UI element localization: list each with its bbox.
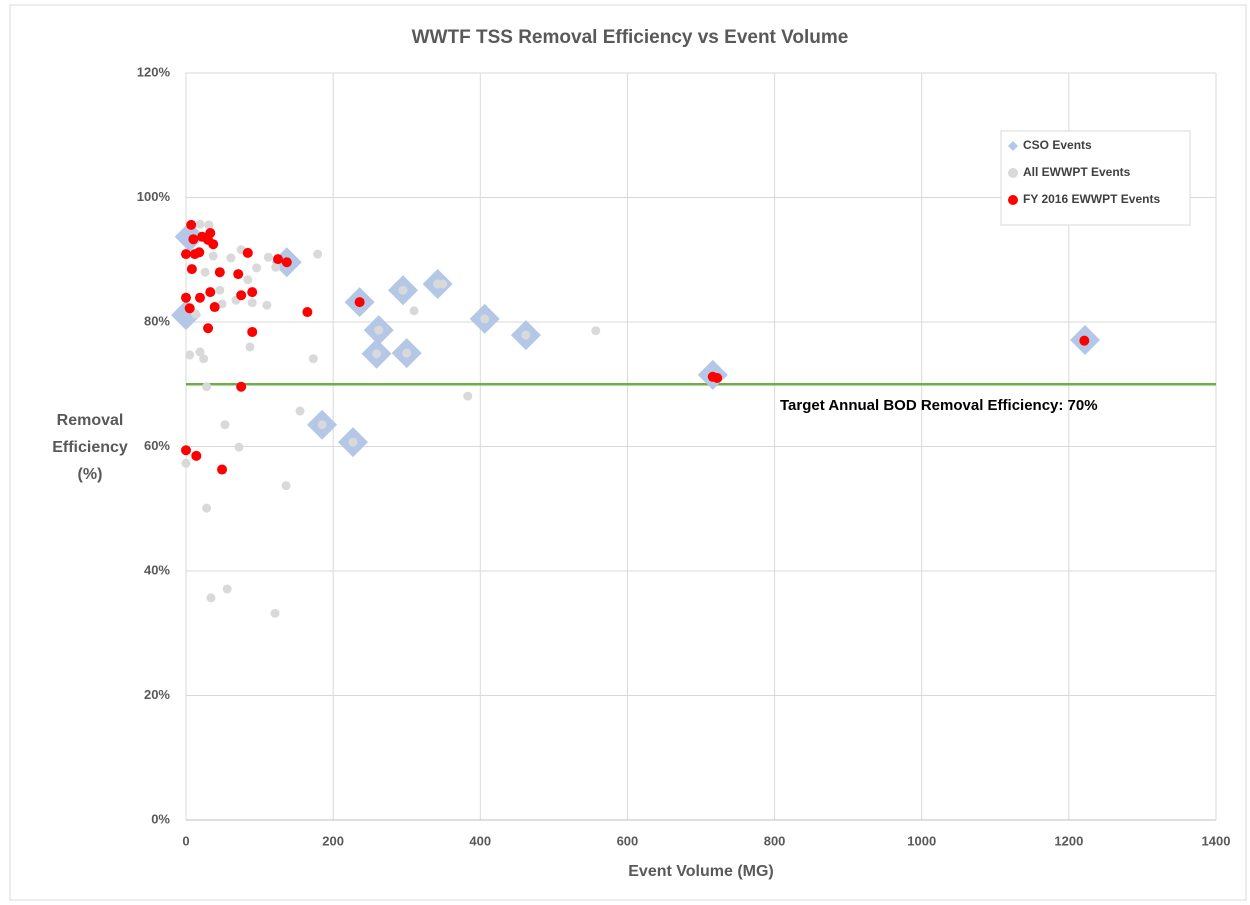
point	[233, 269, 244, 280]
point	[208, 239, 219, 250]
x-tick-label: 0	[182, 833, 189, 848]
point	[463, 391, 473, 401]
point	[222, 584, 232, 594]
legend-marker	[1008, 141, 1018, 151]
point	[217, 299, 227, 309]
legend-marker	[1008, 195, 1018, 205]
x-tick-label: 1200	[1054, 833, 1083, 848]
point	[281, 257, 292, 268]
point	[281, 481, 291, 491]
point	[185, 350, 195, 360]
point	[181, 445, 191, 456]
point	[203, 323, 214, 334]
y-tick-label: 100%	[137, 189, 171, 204]
point	[374, 325, 384, 335]
point	[1079, 335, 1090, 346]
point	[438, 279, 448, 289]
point	[521, 330, 531, 340]
point	[205, 227, 216, 238]
point	[186, 264, 197, 275]
point	[372, 349, 382, 359]
point	[272, 254, 283, 265]
point	[317, 420, 327, 430]
point	[217, 464, 228, 475]
point	[214, 267, 225, 278]
reference-label: Target Annual BOD Removal Efficiency: 70…	[780, 397, 1098, 414]
point	[245, 342, 255, 352]
point	[194, 247, 205, 258]
point	[247, 287, 258, 298]
y-tick-label: 80%	[144, 313, 170, 328]
y-axis-title: (%)	[78, 466, 103, 483]
point	[195, 347, 205, 357]
point	[591, 326, 601, 336]
y-axis-title: Removal	[57, 412, 124, 429]
x-tick-label: 800	[764, 833, 786, 848]
point	[252, 263, 262, 273]
point	[398, 285, 408, 295]
point	[202, 503, 212, 513]
x-axis-title: Event Volume (MG)	[628, 863, 774, 880]
legend-marker	[1008, 168, 1018, 178]
legend-box	[1000, 130, 1191, 226]
x-tick-label: 1000	[907, 833, 936, 848]
x-tick-label: 600	[617, 833, 639, 848]
point	[308, 354, 318, 364]
legend-label: All EWWPT Events	[1023, 165, 1131, 179]
point	[402, 348, 412, 358]
point	[181, 292, 191, 303]
y-tick-label: 40%	[144, 562, 170, 577]
point	[234, 442, 244, 452]
point	[480, 314, 490, 324]
point	[184, 303, 195, 314]
point	[194, 292, 205, 303]
x-tick-label: 200	[322, 833, 344, 848]
point	[270, 608, 280, 618]
point	[247, 298, 257, 308]
point	[202, 382, 212, 392]
point	[215, 285, 225, 295]
point	[220, 420, 230, 430]
point	[348, 437, 358, 447]
y-axis-title: Efficiency	[52, 439, 128, 456]
point	[186, 219, 197, 230]
point	[195, 219, 205, 229]
point	[712, 373, 723, 384]
point	[409, 306, 419, 316]
point	[247, 326, 258, 337]
point	[200, 267, 210, 277]
point	[209, 302, 220, 313]
point	[302, 307, 313, 318]
point	[262, 300, 272, 310]
x-tick-label: 1400	[1202, 833, 1231, 848]
point	[226, 253, 236, 263]
point	[236, 381, 247, 392]
x-tick-label: 400	[469, 833, 491, 848]
point	[243, 275, 253, 285]
point	[181, 249, 191, 260]
point	[188, 234, 199, 245]
point	[263, 252, 273, 262]
point	[204, 220, 214, 230]
point	[313, 249, 323, 259]
y-tick-label: 20%	[144, 687, 170, 702]
chart-title: WWTF TSS Removal Efficiency vs Event Vol…	[412, 27, 849, 48]
y-tick-label: 60%	[144, 438, 170, 453]
point	[295, 406, 305, 416]
point	[181, 458, 191, 468]
legend-label: CSO Events	[1023, 138, 1092, 152]
point	[206, 593, 216, 603]
point	[208, 251, 218, 261]
point	[199, 354, 209, 364]
point	[205, 287, 216, 298]
y-tick-label: 0%	[151, 811, 170, 826]
y-tick-label: 120%	[137, 64, 171, 79]
point	[271, 262, 281, 272]
point	[191, 450, 202, 461]
legend-label: FY 2016 EWWPT Events	[1023, 192, 1160, 206]
point	[354, 297, 365, 308]
point	[236, 290, 247, 301]
point	[242, 247, 253, 258]
